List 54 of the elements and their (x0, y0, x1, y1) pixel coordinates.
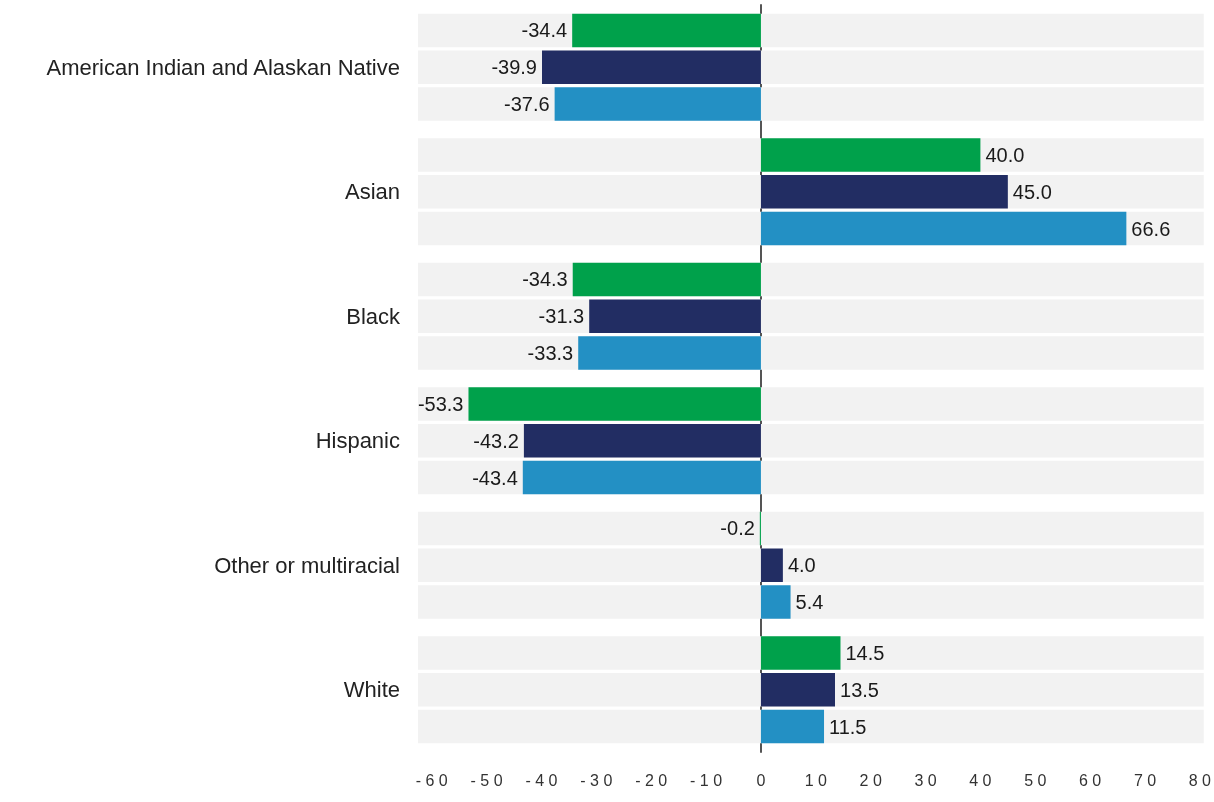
bar (760, 636, 841, 670)
bar (523, 424, 761, 458)
x-tick-label: 5 0 (1024, 771, 1047, 789)
bar (760, 548, 783, 582)
x-tick-label: - 1 0 (690, 771, 723, 789)
data-label: -31.3 (538, 305, 585, 328)
y-tick-label: Asian (344, 179, 400, 205)
x-tick-label: 2 0 (859, 771, 882, 789)
data-label: 4.0 (787, 554, 816, 577)
data-label: -43.2 (473, 429, 519, 452)
bar (760, 709, 825, 744)
x-tick-label: - 6 0 (415, 771, 448, 789)
x-tick-label: 0 (756, 771, 766, 789)
y-tick-label: American Indian and Alaskan Native (46, 54, 400, 80)
data-label: -34.4 (521, 19, 568, 42)
x-tick-label: 7 0 (1133, 771, 1157, 789)
bar (554, 87, 761, 121)
bar (760, 138, 981, 172)
bar (572, 13, 761, 48)
y-tick-label: Hispanic (315, 428, 400, 454)
x-tick-label: 6 0 (1079, 771, 1102, 789)
data-label: -43.4 (472, 466, 518, 489)
x-tick-label: 4 0 (969, 771, 992, 789)
bar (760, 673, 835, 707)
data-label: -0.2 (720, 517, 755, 540)
data-label: 5.4 (795, 591, 824, 614)
x-tick-label: - 5 0 (470, 771, 503, 789)
data-label: -39.9 (491, 56, 537, 79)
data-label: 66.6 (1131, 217, 1171, 240)
bar (760, 175, 1008, 209)
x-tick-label: 8 0 (1188, 771, 1212, 789)
data-label: -34.3 (522, 268, 568, 291)
data-label: -53.3 (417, 392, 464, 415)
y-tick-label: Other or multiracial (214, 552, 400, 578)
y-tick-label: Black (346, 303, 401, 329)
x-tick-label: 3 0 (914, 771, 937, 789)
data-label: -33.3 (527, 342, 574, 365)
data-label: 13.5 (840, 678, 879, 701)
data-label: -37.6 (504, 93, 550, 116)
x-tick-label: - 3 0 (580, 771, 613, 789)
x-tick-label: 1 0 (804, 771, 828, 789)
bar (542, 50, 761, 84)
bar (522, 460, 761, 495)
data-label: 45.0 (1012, 180, 1052, 203)
data-label: 14.5 (845, 641, 885, 664)
data-label: 40.0 (985, 143, 1025, 166)
bar (760, 585, 791, 619)
data-label: 11.5 (829, 715, 867, 738)
bar (578, 336, 761, 370)
x-tick-label: - 4 0 (525, 771, 558, 789)
y-tick-label: White (343, 677, 400, 703)
bar (589, 299, 761, 333)
x-tick-label: - 2 0 (635, 771, 668, 789)
bar (572, 262, 761, 297)
